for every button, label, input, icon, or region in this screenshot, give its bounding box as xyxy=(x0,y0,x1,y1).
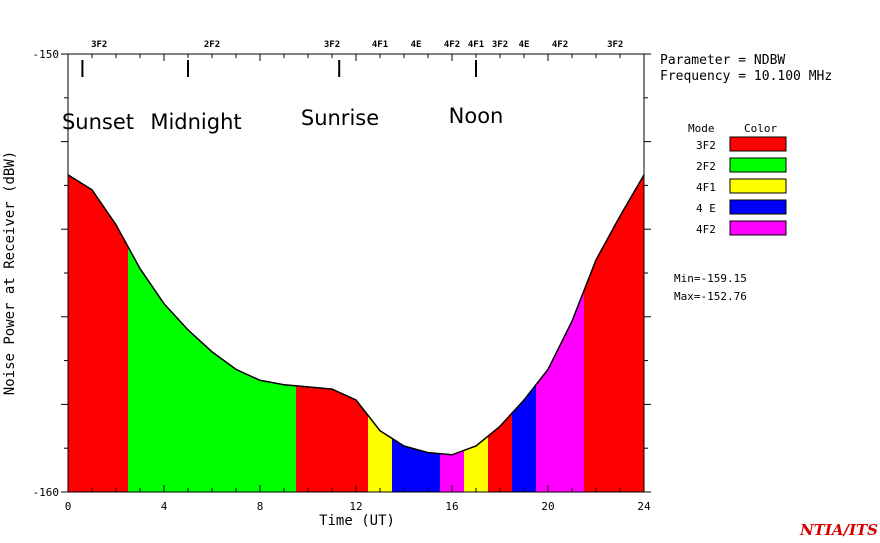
mode-segment-1 xyxy=(128,246,296,492)
event-markers: Sunset Midnight Sunrise Noon xyxy=(62,60,503,134)
mode-segment-9 xyxy=(536,290,584,492)
legend-color-swatch xyxy=(729,157,787,173)
x-tick-label: 24 xyxy=(637,500,651,513)
x-tick-label: 12 xyxy=(349,500,362,513)
top-mode-label: 2F2 xyxy=(204,40,220,50)
x-axis-title: Time (UT) xyxy=(319,513,395,529)
x-tick-label: 8 xyxy=(257,500,264,513)
mode-segment-0 xyxy=(68,174,128,492)
legend-color-swatch xyxy=(729,199,787,215)
frequency-text: Frequency = 10.100 MHz xyxy=(660,69,832,84)
legend-mode-label: 4 E xyxy=(696,202,716,215)
mode-segment-6 xyxy=(464,436,488,492)
legend-header-color: Color xyxy=(744,122,777,135)
top-mode-label: 4F1 xyxy=(372,40,388,50)
mode-segment-3 xyxy=(368,415,392,492)
legend-mode-label: 2F2 xyxy=(696,160,716,173)
top-mode-label: 4F1 xyxy=(468,40,484,50)
top-mode-label: 4F2 xyxy=(444,40,460,50)
parameter-text: Parameter = NDBW xyxy=(660,53,785,68)
event-label: Midnight xyxy=(150,110,241,134)
legend-color-swatch xyxy=(729,220,787,236)
legend: 3F2 2F2 4F1 4 E 4F2 xyxy=(696,136,787,236)
legend-mode-label: 3F2 xyxy=(696,139,716,152)
top-mode-label: 4E xyxy=(519,40,530,50)
top-mode-label: 4F2 xyxy=(552,40,568,50)
top-mode-label: 3F2 xyxy=(492,40,508,50)
brand-logo-text: NTIA/ITS xyxy=(799,521,878,539)
axis-ticks xyxy=(61,53,651,493)
legend-header-mode: Mode xyxy=(688,122,715,135)
event-label: Sunrise xyxy=(301,106,379,130)
x-tick-label: 16 xyxy=(445,500,458,513)
top-mode-labels: 3F2 2F2 3F2 4F1 4E 4F2 4F1 3F2 4E 4F2 3F2 xyxy=(91,40,623,50)
legend-mode-label: 4F1 xyxy=(696,181,716,194)
noise-curve-line xyxy=(67,174,645,456)
y-axis-title: Noise Power at Receiver (dBW) xyxy=(2,151,18,395)
max-text: Max=-152.76 xyxy=(674,290,747,303)
top-mode-label: 3F2 xyxy=(607,40,623,50)
top-mode-label: 3F2 xyxy=(324,40,340,50)
mode-segment-2 xyxy=(296,385,368,492)
legend-color-swatch xyxy=(729,136,787,152)
x-tick-label: 20 xyxy=(541,500,554,513)
y-tick-labels: -150 -160 xyxy=(33,48,60,499)
mode-segment-7 xyxy=(488,413,512,492)
event-label: Noon xyxy=(449,104,504,128)
y-tick-label: -160 xyxy=(33,486,60,499)
x-tick-label: 0 xyxy=(65,500,72,513)
legend-color-swatch xyxy=(729,178,787,194)
top-mode-label: 4E xyxy=(411,40,422,50)
mode-fill-areas xyxy=(68,174,644,492)
mode-segment-5 xyxy=(440,450,464,492)
legend-mode-label: 4F2 xyxy=(696,223,716,236)
mode-segment-10 xyxy=(584,174,644,492)
min-text: Min=-159.15 xyxy=(674,272,747,285)
event-label: Sunset xyxy=(62,110,134,134)
top-mode-label: 3F2 xyxy=(91,40,107,50)
y-tick-label: -150 xyxy=(33,48,60,61)
mode-segment-8 xyxy=(512,384,536,492)
x-tick-labels: 0 4 8 12 16 20 24 xyxy=(65,500,651,513)
mode-segment-4 xyxy=(392,438,440,492)
x-tick-label: 4 xyxy=(161,500,168,513)
